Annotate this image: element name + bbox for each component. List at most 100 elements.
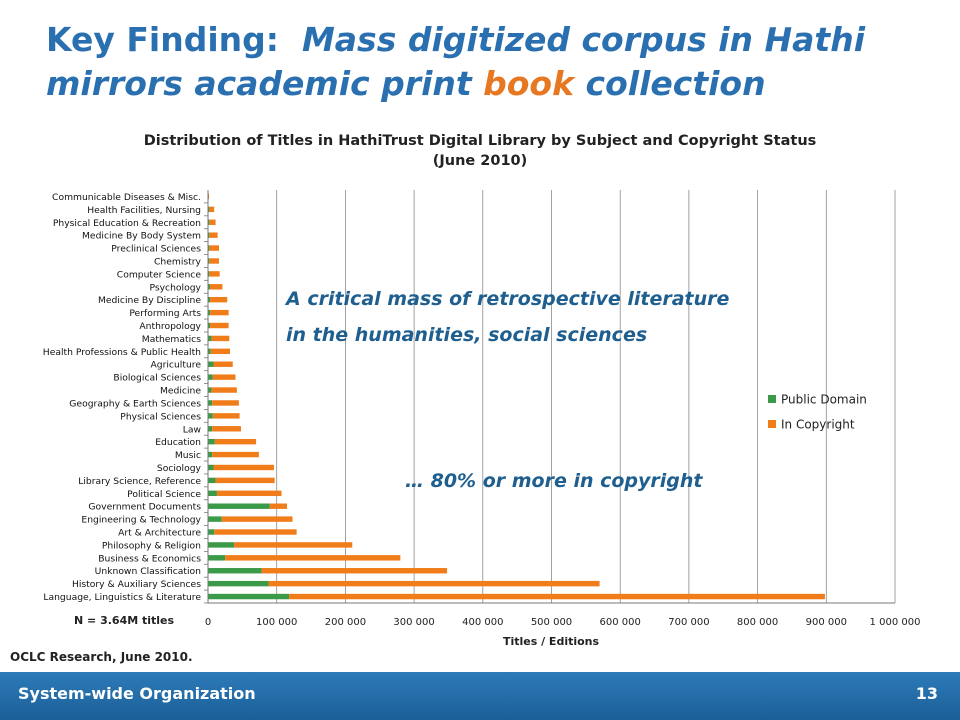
bar-in-copyright [213, 361, 233, 367]
bar-public-domain [208, 296, 211, 303]
bar-public-domain [208, 400, 213, 406]
bar-in-copyright [269, 503, 288, 509]
bar-in-copyright [268, 580, 600, 587]
bar-in-copyright [210, 284, 223, 290]
bar-public-domain [208, 490, 217, 497]
axes [204, 190, 895, 604]
legend-label: Public Domain [781, 393, 867, 407]
bar-public-domain [208, 387, 212, 393]
bar-in-copyright [209, 219, 216, 225]
category-label: Art & Architecture [118, 528, 201, 539]
annotation-line-1: A critical mass of retrospective literat… [286, 288, 730, 310]
bar-public-domain [208, 503, 270, 509]
bar-public-domain [208, 245, 210, 251]
category-label: Government Documents [88, 502, 201, 513]
bar-in-copyright [261, 568, 448, 574]
bar-public-domain [208, 438, 215, 445]
bar-public-domain [208, 309, 211, 316]
annotation-copyright-note: … 80% or more in copyright [405, 470, 703, 492]
category-label: Medicine By Body System [82, 231, 201, 242]
footer-section-title: System-wide Organization [18, 684, 256, 703]
grid-lines [276, 190, 896, 603]
bar-in-copyright [212, 426, 241, 432]
category-label: Anthropology [139, 321, 201, 332]
category-label: Library Science, Reference [78, 476, 201, 487]
bar-public-domain [208, 284, 211, 290]
bar-in-copyright [289, 593, 825, 600]
category-label: Unknown Classification [95, 566, 202, 577]
category-label: History & Auxiliary Sciences [72, 579, 201, 590]
bar-public-domain [208, 219, 210, 225]
chart-title-line1: Distribution of Titles in HathiTrust Dig… [143, 133, 817, 149]
category-label: Health Professions & Public Health [43, 347, 201, 358]
bar-chart: Communicable Diseases & Misc. Health Faci… [43, 190, 921, 648]
x-tick-label: 1 000 000 [870, 617, 921, 628]
category-label: Performing Arts [129, 308, 201, 319]
category-label: Language, Linguistics & Literature [43, 592, 201, 603]
category-label: Medicine By Discipline [98, 295, 201, 306]
chart-title: Distribution of Titles in HathiTrust Dig… [100, 131, 860, 171]
bar-public-domain [208, 451, 213, 458]
bar-in-copyright [215, 477, 275, 484]
bar-public-domain [208, 426, 213, 432]
source-note: OCLC Research, June 2010. [10, 650, 193, 664]
bar-public-domain [208, 593, 290, 600]
category-label: Physical Sciences [120, 411, 201, 422]
category-label: Health Facilities, Nursing [87, 205, 201, 216]
category-labels: Communicable Diseases & Misc. Health Faci… [43, 192, 202, 603]
bar-in-copyright [209, 258, 219, 264]
bar-in-copyright [210, 348, 230, 355]
annotation-critical-mass: A critical mass of retrospective literat… [286, 281, 846, 353]
bar-in-copyright [212, 451, 259, 458]
bar-public-domain [208, 516, 222, 522]
category-label: Agriculture [150, 360, 201, 371]
bar-in-copyright [209, 232, 218, 238]
category-label: Medicine [160, 386, 201, 397]
x-tick-label: 300 000 [393, 617, 434, 628]
bar-public-domain [208, 477, 216, 484]
x-tick-label: 800 000 [737, 617, 778, 628]
legend: Public Domain In Copyright [768, 393, 867, 432]
bars [208, 193, 825, 600]
bar-in-copyright [221, 516, 293, 522]
bar-in-copyright [225, 555, 401, 561]
bar-public-domain [208, 348, 211, 355]
annotation-line-2: in the humanities, social sciences [286, 324, 648, 346]
bar-in-copyright [214, 529, 297, 535]
category-label: Preclinical Sciences [111, 244, 201, 255]
category-label: Sociology [157, 463, 202, 474]
bar-public-domain [208, 335, 212, 342]
bar-in-copyright [209, 245, 219, 251]
bar-in-copyright [208, 193, 210, 200]
bar-in-copyright [211, 335, 230, 342]
bar-public-domain [208, 206, 210, 213]
x-tick-label: 700 000 [668, 617, 709, 628]
slide-title: Key Finding: Mass digitized corpus in Ha… [46, 18, 946, 106]
legend-label: In Copyright [781, 418, 855, 432]
x-tick-labels: 0 100 000 200 000 300 000 400 000 500 000 600 … [205, 617, 921, 628]
category-label: Physical Education & Recreation [53, 218, 201, 229]
bar-in-copyright [210, 296, 228, 303]
bar-public-domain [208, 568, 262, 574]
category-label: Mathematics [142, 334, 201, 345]
category-label: Biological Sciences [113, 373, 201, 384]
category-label: Psychology [149, 282, 201, 293]
bar-public-domain [208, 464, 214, 471]
sample-size-note: N = 3.64M titles [74, 614, 175, 627]
category-label: Engineering & Technology [81, 515, 201, 526]
bar-in-copyright [210, 322, 229, 329]
bar-public-domain [208, 542, 235, 548]
bar-in-copyright [209, 206, 215, 213]
x-tick-label: 400 000 [462, 617, 503, 628]
slide-title-highlight: book [483, 64, 575, 103]
x-axis-label: Titles / Editions [503, 635, 600, 648]
legend-swatch [768, 395, 776, 403]
category-label: Communicable Diseases & Misc. [52, 192, 201, 203]
category-label: Political Science [127, 489, 201, 500]
category-label: Philosophy & Religion [102, 540, 201, 551]
legend-swatch [768, 420, 776, 428]
bar-public-domain [208, 361, 214, 367]
bar-public-domain [208, 271, 210, 277]
bar-public-domain [208, 374, 213, 380]
bar-in-copyright [210, 309, 229, 316]
